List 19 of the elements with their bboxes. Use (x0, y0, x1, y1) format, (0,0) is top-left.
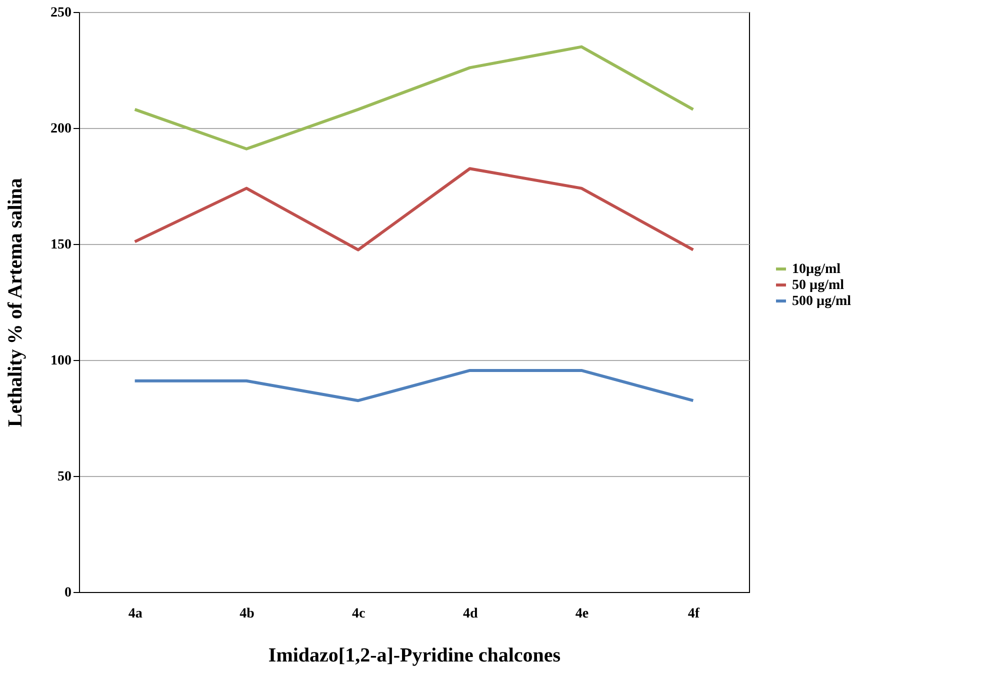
y-axis-title: Lethality % of Artema salina (4, 178, 26, 427)
line-series (133, 45, 695, 150)
legend-label: 50 µg/ml (792, 278, 844, 293)
x-tick-label: 4f (688, 606, 700, 622)
x-tick-label: 4d (462, 606, 478, 622)
line-series (133, 167, 695, 252)
y-tick-label: 50 (58, 470, 72, 484)
y-tick-label: 200 (50, 122, 72, 136)
y-tick-label: 150 (50, 238, 72, 252)
x-axis-title: Imidazo[1,2-a]-Pyridine chalcones (268, 644, 561, 666)
x-tick-label: 4c (352, 606, 366, 622)
legend-label: 500 µg/ml (792, 294, 852, 309)
y-tick-label: 0 (64, 586, 72, 600)
legend-label: 10µg/ml (792, 262, 841, 277)
y-tick-label: 100 (50, 354, 72, 368)
x-tick-label: 4b (240, 606, 255, 622)
x-tick-label: 4a (128, 606, 142, 622)
x-tick-label: 4e (575, 606, 589, 622)
y-tick-label: 250 (50, 6, 72, 20)
